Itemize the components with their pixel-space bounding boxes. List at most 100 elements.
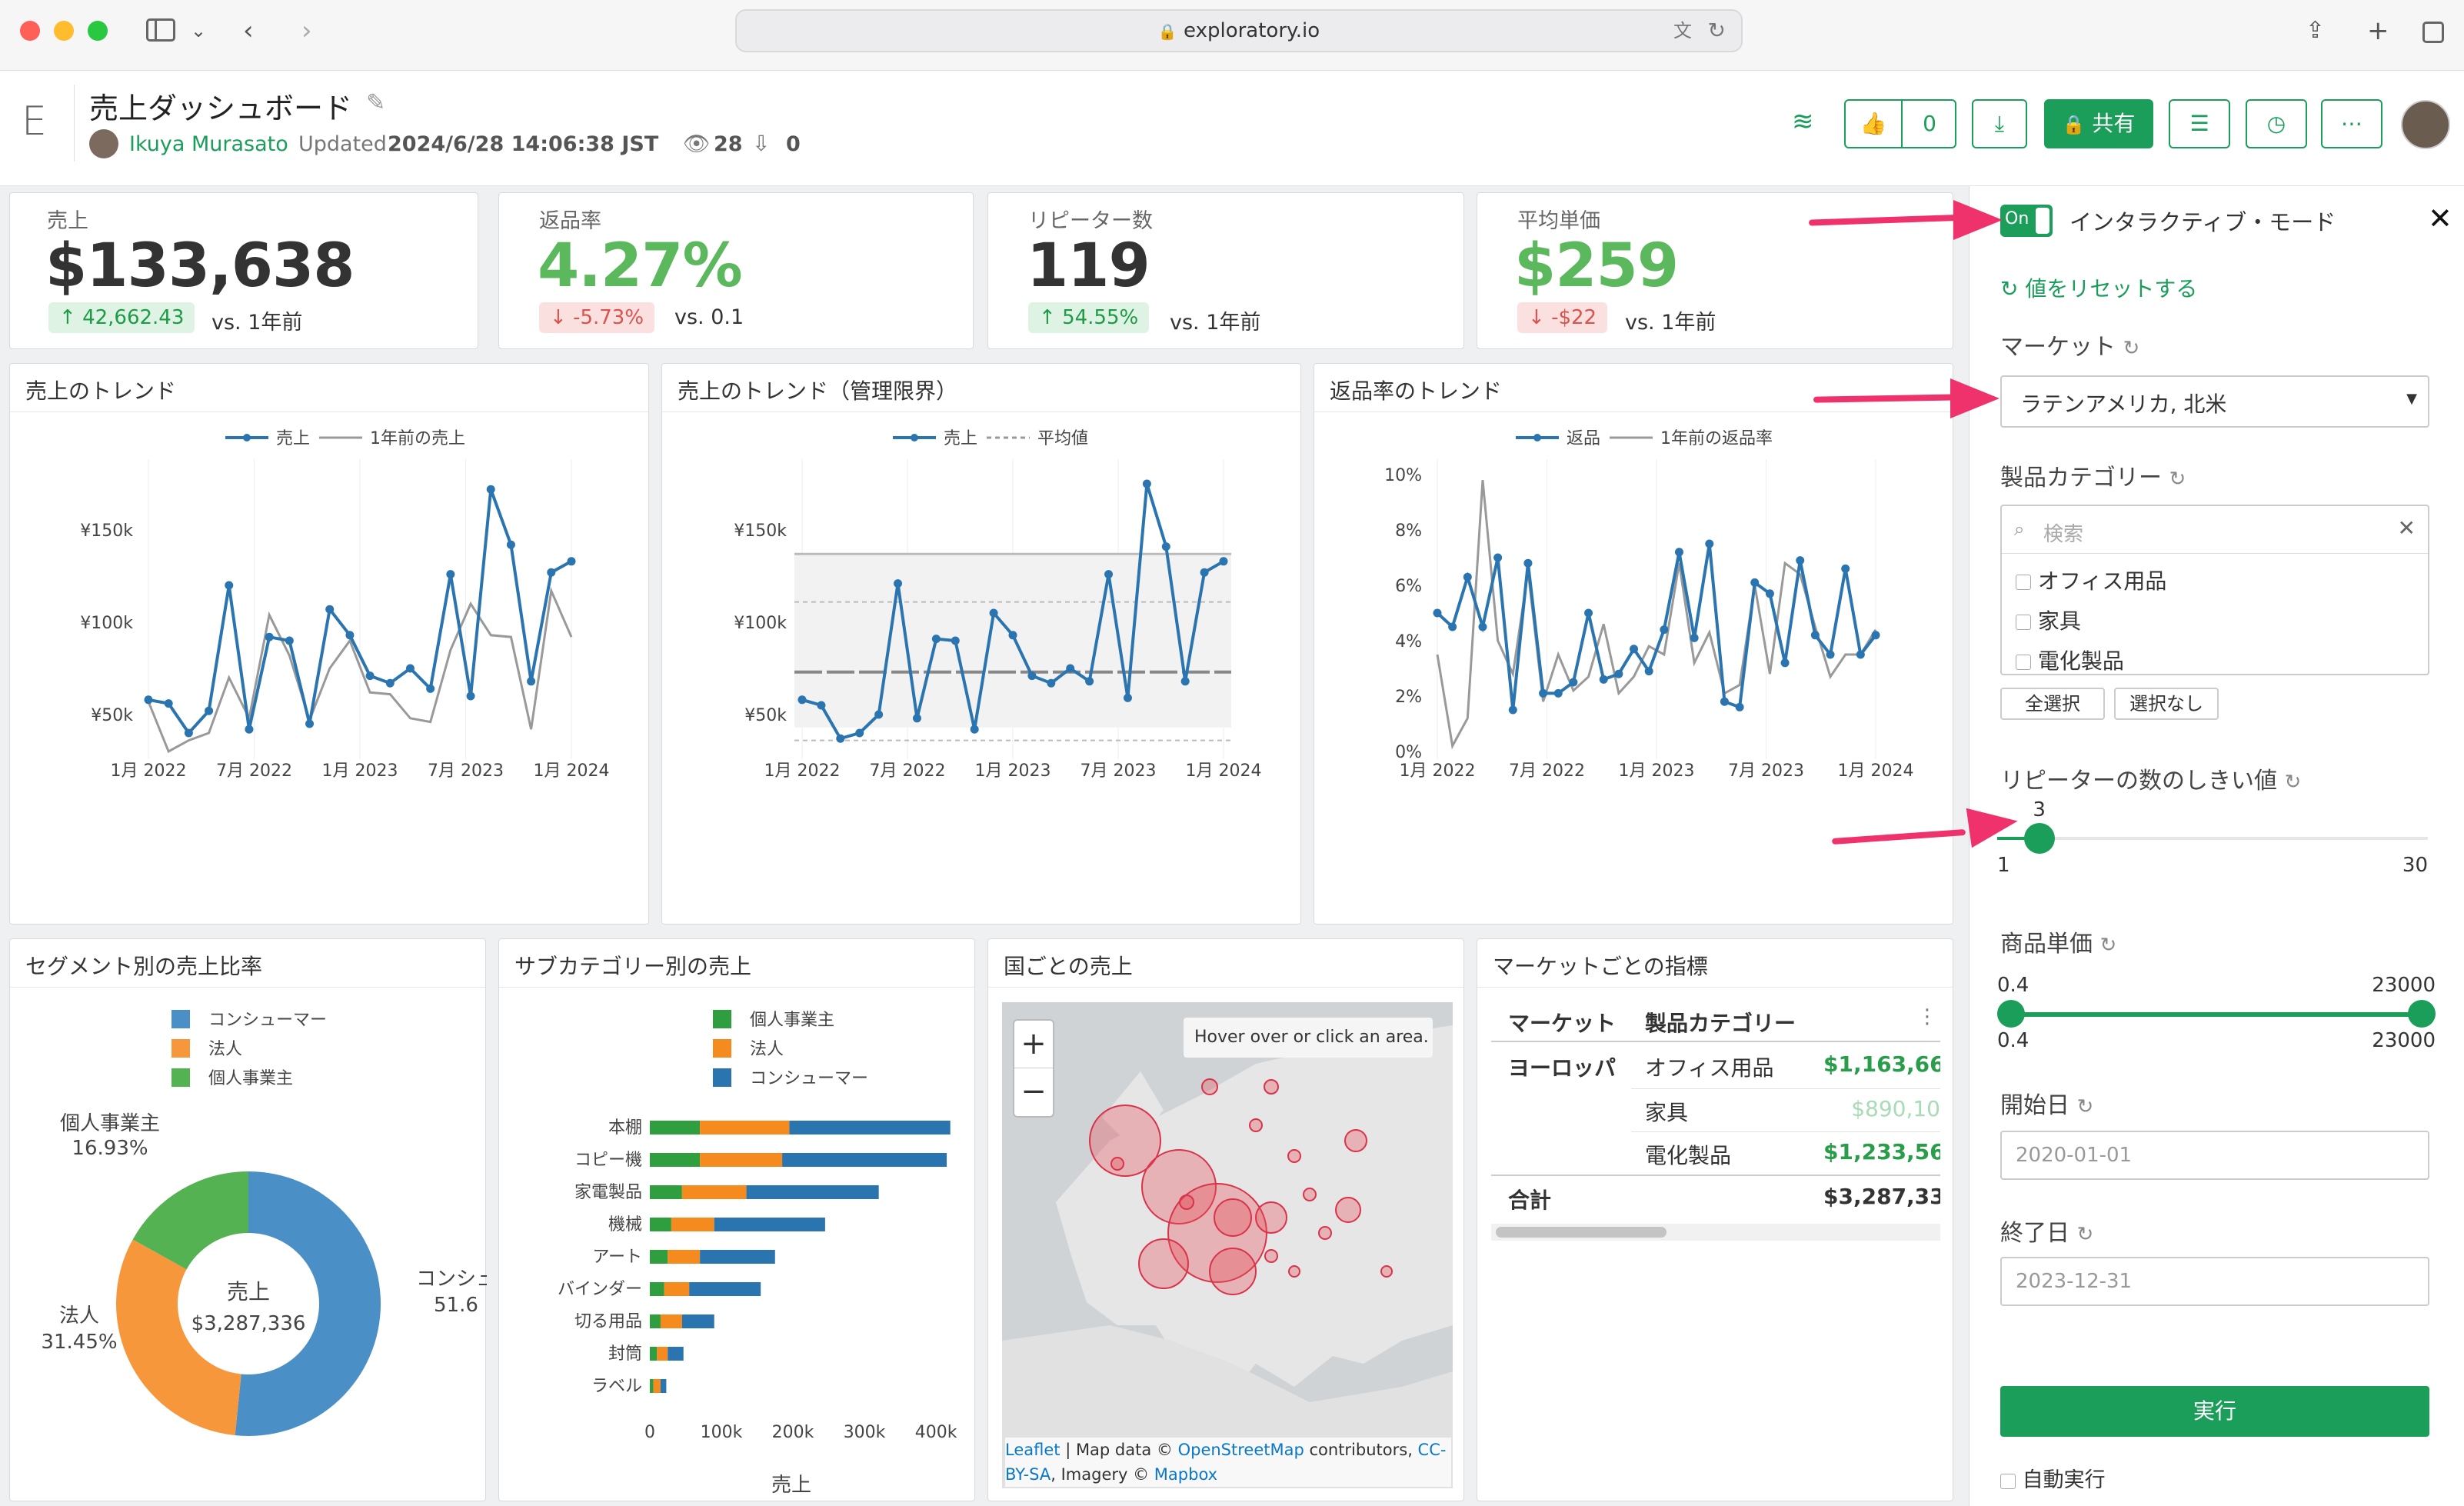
table-header-category: 製品カテゴリー <box>1645 1011 1796 1036</box>
start-date-label: 開始日 ↻ <box>2000 1092 2094 1119</box>
data-point <box>1584 608 1593 618</box>
refresh-icon[interactable]: ↻ <box>2099 934 2117 957</box>
range-max-handle[interactable] <box>2408 1000 2436 1028</box>
checkbox[interactable] <box>2016 615 2031 630</box>
download-button[interactable]: ⤓ <box>1972 99 2027 148</box>
share-label: 共有 <box>2092 111 2136 136</box>
close-icon[interactable]: ✕ <box>2428 202 2452 235</box>
data-point <box>385 678 395 688</box>
table-scrollbar-track[interactable] <box>1491 1224 1940 1241</box>
table-cell-category: 電化製品 <box>1645 1143 1732 1168</box>
cc-link[interactable]: CC-BY-SA <box>1005 1441 1447 1484</box>
price-range-slider[interactable]: 0.4 23000 0.4 23000 <box>1997 974 2436 1052</box>
refresh-icon[interactable]: ↻ <box>2123 337 2140 360</box>
maximize-window-button[interactable] <box>88 21 108 41</box>
sidebar-toggle-icon[interactable] <box>146 18 175 42</box>
bar-segment <box>789 1121 951 1134</box>
end-date-input[interactable]: 2023-12-31 <box>2000 1257 2429 1306</box>
table-scrollbar-thumb[interactable] <box>1496 1227 1667 1238</box>
data-point <box>567 557 576 566</box>
category-option[interactable]: 家具 <box>2016 605 2081 635</box>
refresh-icon[interactable]: ↻ <box>2169 468 2186 491</box>
translate-icon[interactable]: 文 <box>1673 20 1692 42</box>
legend-swatch <box>713 1068 731 1087</box>
range-min-handle[interactable] <box>1997 1000 2025 1028</box>
reset-values-link[interactable]: ↻ 値をリセットする <box>2000 276 2198 302</box>
interactive-mode-toggle[interactable]: On <box>2000 205 2053 237</box>
bar-segment <box>746 1185 879 1199</box>
zoom-out-button[interactable]: − <box>1021 1074 1047 1109</box>
checkbox[interactable] <box>2000 1473 2016 1489</box>
data-point <box>931 635 941 644</box>
category-option[interactable]: 電化製品 <box>2016 645 2124 675</box>
data-point <box>912 714 921 723</box>
select-none-button[interactable]: 選択なし <box>2114 688 2219 720</box>
sales-trend-chart[interactable]: 売上 1年前の売上 1月 2022 7月 2022 1月 2023 7月 2023 1月 2… <box>10 413 650 921</box>
zoom-in-button[interactable]: + <box>1014 1021 1053 1068</box>
map-view[interactable]: + − Hover over or click an area. Leaflet… <box>1002 1002 1453 1488</box>
market-select[interactable]: ラテンアメリカ, 北米 ▼ <box>2000 375 2429 428</box>
map-hover-info: Hover over or click an area. <box>1184 1018 1433 1058</box>
data-point <box>797 695 807 705</box>
kpi-label: 売上 <box>47 209 88 233</box>
refresh-icon[interactable]: ↻ <box>2284 771 2302 794</box>
osm-link[interactable]: OpenStreetMap <box>1177 1441 1304 1459</box>
leaflet-link[interactable]: Leaflet <box>1005 1441 1061 1459</box>
data-point <box>1780 658 1790 668</box>
slider-handle[interactable] <box>2023 823 2055 854</box>
more-button[interactable]: ⋯ <box>2321 99 2382 148</box>
select-all-button[interactable]: 全選択 <box>2000 688 2105 720</box>
author-link[interactable]: Ikuya Murasato <box>129 132 288 156</box>
page-title: 売上ダッシュボード <box>89 92 353 125</box>
forward-icon[interactable]: › <box>301 15 312 46</box>
minimize-window-button[interactable] <box>54 21 74 41</box>
legend-swatch <box>171 1068 190 1087</box>
bar-segment <box>650 1153 701 1167</box>
mapbox-link[interactable]: Mapbox <box>1154 1465 1218 1484</box>
close-window-button[interactable] <box>20 21 40 41</box>
reload-icon[interactable]: ↻ <box>1707 18 1726 43</box>
chevron-down-icon[interactable]: ⌄ <box>191 20 207 42</box>
share-button[interactable]: 🔒 共有 <box>2044 99 2153 148</box>
url-bar[interactable]: 🔒 exploratory.io 文 ↻ <box>735 9 1743 52</box>
bar-segment <box>657 1347 668 1361</box>
lock-icon: 🔒 <box>2062 114 2086 135</box>
category-search-input[interactable]: ⌕ 検索 ✕ <box>2002 506 2428 554</box>
checkbox[interactable] <box>2016 655 2031 670</box>
wifi-icon[interactable]: ≋ <box>1792 106 1814 137</box>
refresh-icon[interactable]: ↻ <box>2076 1095 2094 1118</box>
column-menu-icon[interactable]: ⋮ <box>1917 1005 1937 1028</box>
filter-settings-button[interactable]: ☰ <box>2169 99 2230 148</box>
like-button[interactable]: 👍 0 <box>1844 99 1956 148</box>
auto-run-option[interactable]: 自動実行 <box>2000 1463 2106 1493</box>
category-option[interactable]: オフィス用品 <box>2016 565 2166 595</box>
share-icon[interactable]: ⇪ <box>2306 17 2326 44</box>
new-tab-icon[interactable]: + <box>2367 15 2389 46</box>
back-icon[interactable]: ‹ <box>243 15 254 46</box>
threshold-slider[interactable]: 3 1 30 <box>1997 798 2428 880</box>
refresh-icon[interactable]: ↻ <box>2076 1223 2094 1246</box>
data-point <box>1493 553 1503 562</box>
return-trend-chart[interactable]: 返品 1年前の返品率 1月 2022 7月 2022 1月 2023 7月 2023 1月 … <box>1314 413 1954 921</box>
user-avatar[interactable] <box>2401 100 2450 149</box>
data-point <box>1161 542 1170 551</box>
clear-search-icon[interactable]: ✕ <box>2397 515 2416 541</box>
subcategory-bar-chart[interactable]: 個人事業主法人コンシューマー本棚コピー機家電製品機械アートバインダー切る用品封筒… <box>499 988 976 1499</box>
chart-card-segment: セグメント別の売上比率 コンシューマー 法人 個人事業主 売上 $3,287,336 個人… <box>9 938 487 1501</box>
sales-control-chart[interactable]: 売上 平均値 1月 2022 7月 2022 1月 2023 7月 2023 1月 2024… <box>662 413 1302 921</box>
segment-donut-chart[interactable]: コンシューマー法人個人事業主売上$3,287,336個人事業主16.93%法人3… <box>10 988 487 1499</box>
y-tick-label: 8% <box>1395 521 1422 541</box>
bar-segment <box>664 1282 690 1296</box>
kpi-card-repeaters: リピーター数 119 ↑ 54.55% vs. 1年前 <box>987 192 1464 349</box>
country-bubble <box>1249 1118 1263 1132</box>
run-button[interactable]: 実行 <box>2000 1386 2429 1437</box>
checkbox[interactable] <box>2016 575 2031 590</box>
x-tick-label: 1月 2022 <box>764 761 841 781</box>
start-date-input[interactable]: 2020-01-01 <box>2000 1131 2429 1180</box>
schedule-button[interactable]: ◷ <box>2246 99 2307 148</box>
clock-icon: ◷ <box>2266 111 2286 136</box>
tab-overview-icon[interactable] <box>2422 22 2444 43</box>
map-bubbles[interactable] <box>1002 1002 1453 1488</box>
legend-label: 売上 <box>944 429 977 448</box>
edit-icon[interactable]: ✎ <box>366 89 386 116</box>
